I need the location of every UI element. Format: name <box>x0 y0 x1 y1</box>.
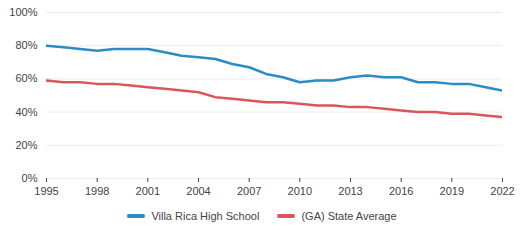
svg-text:60%: 60% <box>15 72 37 84</box>
svg-text:2022: 2022 <box>490 185 514 197</box>
svg-text:2007: 2007 <box>237 185 261 197</box>
svg-text:2004: 2004 <box>186 185 210 197</box>
html-text:Villa Rica High School: Villa Rica High School <box>151 210 260 222</box>
svg-text:80%: 80% <box>15 39 37 51</box>
svg-text:1998: 1998 <box>85 185 109 197</box>
svg-text:0%: 0% <box>22 172 38 184</box>
svg-text:40%: 40% <box>15 106 37 118</box>
html-text:(GA) State Average: (GA) State Average <box>301 210 397 222</box>
svg-text:2001: 2001 <box>136 185 160 197</box>
svg-text:2010: 2010 <box>288 185 312 197</box>
svg-text:100%: 100% <box>9 6 37 18</box>
svg-text:20%: 20% <box>15 139 37 151</box>
svg-text:1995: 1995 <box>34 185 58 197</box>
svg-text:2013: 2013 <box>338 185 362 197</box>
svg-text:2016: 2016 <box>389 185 413 197</box>
svg-text:2019: 2019 <box>440 185 464 197</box>
